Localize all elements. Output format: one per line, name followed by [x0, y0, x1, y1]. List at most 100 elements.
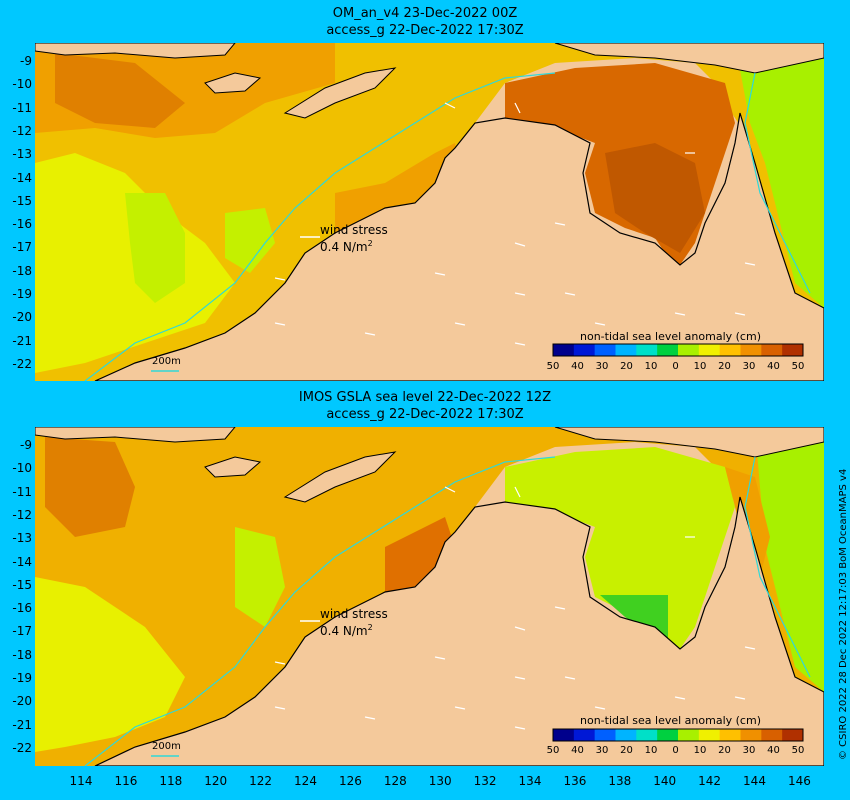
- top-yellowgreen-patch2: [225, 208, 275, 273]
- x-tick: 118: [159, 774, 183, 788]
- top-map-panel: [35, 43, 824, 381]
- bottom-wind-label: wind stress 0.4 N/m2: [320, 607, 388, 638]
- top-y-tick: -18: [12, 263, 32, 278]
- colorbar-swatch: [573, 344, 596, 356]
- colorbar-swatch: [678, 344, 700, 356]
- top-y-tick: -17: [12, 240, 32, 255]
- bottom-gulf-carpentaria: [505, 447, 735, 649]
- x-tick: 114: [69, 774, 93, 788]
- x-tick: 126: [338, 774, 362, 788]
- x-tick: 134: [518, 774, 542, 788]
- bottom-y-tick: -11: [12, 484, 32, 499]
- bottom-land-timor: [283, 451, 397, 503]
- bottom-green-east: [755, 427, 824, 692]
- top-y-tick: -20: [12, 310, 32, 325]
- top-y-tick: -19: [12, 287, 32, 301]
- colorbar-tick: 0: [672, 361, 679, 372]
- bottom-wind-label-line1: wind stress: [320, 607, 388, 621]
- bottom-wind-arrows: [274, 486, 756, 730]
- top-gulf-core: [605, 143, 705, 253]
- colorbar-tick: 40: [767, 745, 780, 756]
- colorbar-tick: 50: [546, 745, 560, 756]
- colorbar-border: [552, 343, 804, 357]
- top-wind-label-line2: 0.4 N/m: [320, 240, 368, 254]
- bottom-land-newguinea: [554, 427, 824, 458]
- colorbar-tick: 10: [644, 745, 658, 756]
- top-colorbar-title: non-tidal sea level anomaly (cm): [580, 330, 761, 343]
- colorbar-swatch: [740, 729, 762, 741]
- colorbar-swatch: [719, 729, 741, 741]
- colorbar-tick: 20: [620, 745, 633, 756]
- colorbar-tick: 20: [620, 361, 633, 372]
- x-tick: 144: [743, 774, 766, 788]
- colorbar-tick: 50: [791, 745, 805, 756]
- top-y-tick: -10: [12, 77, 32, 92]
- top-panel-title-line2: access_g 22-Dec-2022 17:30Z: [326, 23, 524, 38]
- x-tick: 116: [114, 774, 138, 788]
- bottom-land-australia: [94, 496, 824, 766]
- bottom-darkorange-nw: [45, 437, 135, 537]
- colorbar-tick: 20: [718, 745, 731, 756]
- bottom-colorbar-title: non-tidal sea level anomaly (cm): [580, 714, 761, 727]
- top-y-tick: -21: [12, 333, 32, 348]
- bottom-panel-title-line1: IMOS GSLA sea level 22-Dec-2022 12Z: [298, 390, 552, 405]
- colorbar-tick: 20: [718, 361, 731, 372]
- bottom-y-tick: -9: [20, 438, 32, 452]
- bottom-y-tick: -16: [12, 601, 32, 616]
- x-tick: 124: [294, 774, 317, 788]
- bottom-y-tick: -21: [12, 717, 32, 732]
- colorbar-swatch: [615, 729, 637, 741]
- bottom-yellowgreen-patch: [235, 527, 285, 627]
- bottom-ocean-base: [35, 427, 824, 766]
- top-wind-label: wind stress 0.4 N/m2: [320, 223, 388, 254]
- colorbar-tick: 10: [644, 361, 658, 372]
- bottom-land-sumba: [204, 456, 262, 478]
- top-land-newguinea: [554, 43, 824, 74]
- colorbar-tick: 30: [742, 361, 756, 372]
- colorbar-tick: 30: [742, 745, 756, 756]
- top-land-australia: [94, 112, 824, 381]
- top-land-islands: [35, 43, 236, 59]
- top-colorbar: [552, 343, 804, 357]
- top-colorbar-ticks: 50 40 30 20 10 0 10 20 30 40 50: [547, 361, 805, 375]
- bottom-y-tick: -15: [12, 577, 32, 592]
- bottom-colorbar-ticks: 50 40 30 20 10 0 10 20 30 40 50: [547, 745, 805, 759]
- x-tick: 122: [249, 774, 273, 788]
- x-tick: 136: [563, 774, 587, 788]
- x-tick: 140: [653, 774, 677, 788]
- x-tick: 120: [204, 774, 228, 788]
- colorbar-swatch: [553, 344, 575, 356]
- colorbar-tick: 40: [767, 361, 780, 372]
- colorbar-swatch: [636, 344, 658, 356]
- top-wind-label-sup: 2: [367, 239, 373, 248]
- bottom-wind-label-line2: 0.4 N/m: [320, 624, 368, 638]
- colorbar-swatch: [782, 729, 804, 741]
- colorbar-tick: 50: [791, 361, 805, 372]
- top-y-tick: -16: [12, 217, 32, 232]
- colorbar-swatch: [761, 729, 783, 741]
- bottom-isobath: [84, 456, 556, 766]
- bottom-colorbar: [552, 728, 804, 742]
- x-tick: 128: [383, 774, 407, 788]
- top-isobath-east: [744, 72, 811, 294]
- x-tick: 142: [698, 774, 722, 788]
- top-depth-label: 200m: [152, 356, 181, 367]
- top-land-sumba: [204, 72, 262, 94]
- top-ocean-base: [35, 43, 824, 381]
- credit-text: © CSIRO 2022 28 Dec 2022 12:17:03 BoM Oc…: [838, 468, 849, 760]
- colorbar-tick: 40: [571, 361, 584, 372]
- colorbar-swatch: [782, 344, 804, 356]
- colorbar-tick: 50: [546, 361, 560, 372]
- bottom-y-tick: -14: [12, 554, 32, 569]
- x-tick: 132: [473, 774, 497, 788]
- top-isobath: [84, 72, 556, 381]
- bottom-y-tick: -13: [12, 531, 32, 546]
- colorbar-tick: 30: [595, 745, 609, 756]
- bottom-y-tick: -10: [12, 461, 32, 476]
- top-yellowgreen-patch: [125, 193, 185, 303]
- colorbar-swatch: [573, 729, 596, 741]
- colorbar-swatch: [594, 729, 616, 741]
- top-map-canvas: [35, 43, 824, 381]
- bottom-yellow-zone: [35, 577, 185, 752]
- top-y-tick: -9: [20, 54, 32, 68]
